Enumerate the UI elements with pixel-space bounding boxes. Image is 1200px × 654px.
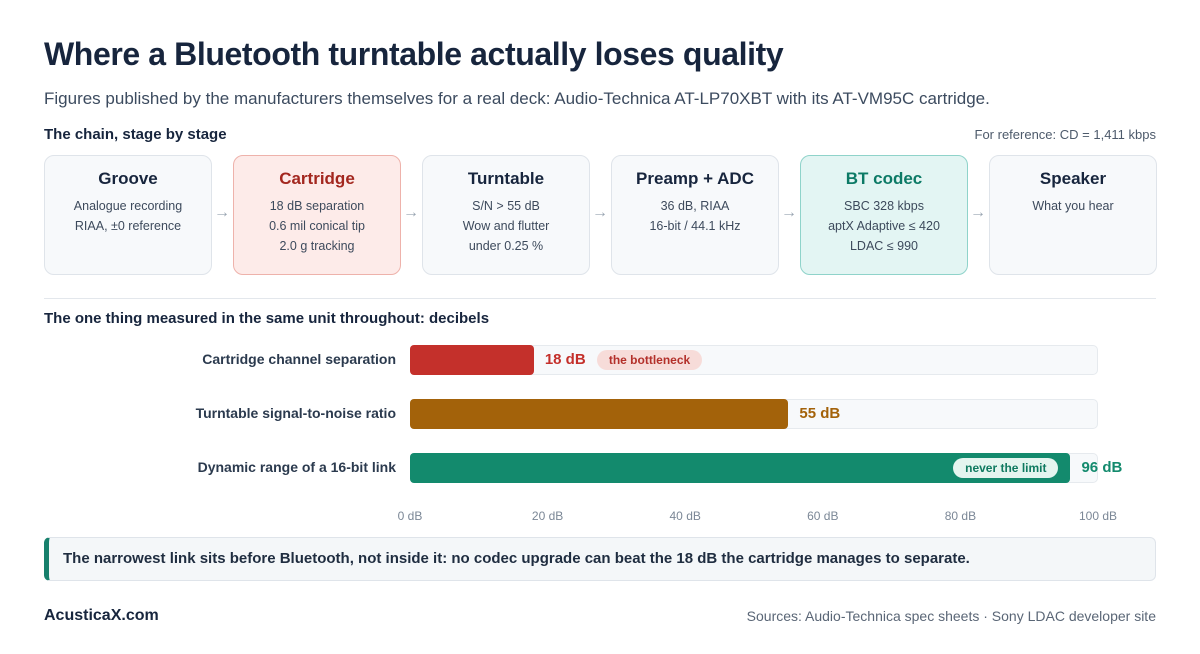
annotation-badge: the bottleneck xyxy=(596,350,703,370)
stage-detail-line: 2.0 g tracking xyxy=(279,239,355,253)
stage-details: S/N > 55 dB Wow and flutter under 0.25 % xyxy=(423,196,589,256)
x-tick-label: 20 dB xyxy=(531,509,564,523)
x-tick-label: 60 dB xyxy=(807,509,839,523)
bar xyxy=(410,399,789,429)
stage-detail-line: 18 dB separation xyxy=(269,199,365,213)
section-divider xyxy=(44,298,1156,299)
stage-name: Groove xyxy=(98,169,158,188)
stage-name: Turntable xyxy=(467,169,545,188)
stage-cartridge: Cartridge 18 dB separation 0.6 mil conical… xyxy=(233,155,401,275)
flow-arrow-icon: → xyxy=(592,204,608,221)
stage-detail-line: aptX Adaptive ≤ 420 xyxy=(828,219,940,233)
x-tick-label: 40 dB xyxy=(669,509,701,523)
stage-name: BT codec xyxy=(845,169,923,188)
chain-heading: The chain, stage by stage xyxy=(44,126,227,143)
x-tick-label: 0 dB xyxy=(397,509,423,523)
x-tick-label: 100 dB xyxy=(1078,509,1118,523)
stage-preamp-adc: Preamp + ADC 36 dB, RIAA 16-bit / 44.1 kHz xyxy=(611,155,779,275)
value-label: 18 dB xyxy=(544,351,586,368)
stage-bt-codec: BT codec SBC 328 kbps aptX Adaptive ≤ 420 L… xyxy=(800,155,968,275)
stage-detail-line: LDAC ≤ 990 xyxy=(849,239,918,253)
stage-detail-line: 0.6 mil conical tip xyxy=(269,219,365,233)
category-label: Cartridge channel separation xyxy=(202,351,396,367)
stage-groove: Groove Analogue recording RIAA, ±0 referen… xyxy=(44,155,212,275)
annotation-badge: never the limit xyxy=(953,458,1059,478)
value-label: 55 dB xyxy=(799,405,841,422)
flow-arrow-icon: → xyxy=(214,204,230,221)
stage-name: Cartridge xyxy=(279,169,355,188)
stage-detail-line: 36 dB, RIAA xyxy=(660,199,730,213)
stage-turntable: Turntable S/N > 55 dB Wow and flutter under… xyxy=(422,155,590,275)
stage-name: Preamp + ADC xyxy=(636,169,754,188)
stage-detail-line: SBC 328 kbps xyxy=(844,199,924,213)
sources-note: Sources: Audio-Technica spec sheets · So… xyxy=(746,608,1156,624)
takeaway-callout: The narrowest link sits before Bluetooth… xyxy=(44,537,1156,581)
measure-heading: The one thing measured in the same unit … xyxy=(44,310,490,327)
bar xyxy=(410,345,534,375)
stage-details: 36 dB, RIAA 16-bit / 44.1 kHz xyxy=(612,196,778,236)
value-label: 96 dB xyxy=(1081,459,1123,476)
stage-speaker: Speaker What you hear xyxy=(989,155,1157,275)
category-label: Dynamic range of a 16-bit link xyxy=(197,459,396,475)
stage-details: What you hear xyxy=(990,196,1156,216)
stage-details: 18 dB separation 0.6 mil conical tip 2.0 g… xyxy=(234,196,400,256)
brand-logo-text[interactable]: AcusticaX.com xyxy=(44,607,159,624)
page-subtitle: Figures published by the manufacturers t… xyxy=(44,89,990,108)
stage-details: Analogue recording RIAA, ±0 reference xyxy=(45,196,211,236)
stage-detail-line: under 0.25 % xyxy=(468,239,544,253)
stage-detail-line: What you hear xyxy=(1032,199,1114,213)
cd-reference-note: For reference: CD = 1,411 kbps xyxy=(974,127,1157,142)
stage-name: Speaker xyxy=(1039,169,1107,188)
flow-arrow-icon: → xyxy=(403,204,419,221)
callout-text: The narrowest link sits before Bluetooth… xyxy=(63,550,970,567)
flow-arrow-icon: → xyxy=(781,204,797,221)
stage-details: SBC 328 kbps aptX Adaptive ≤ 420 LDAC ≤ 99… xyxy=(801,196,967,256)
stage-detail-line: S/N > 55 dB xyxy=(472,199,540,213)
page-title: Where a Bluetooth turntable actually los… xyxy=(44,36,784,72)
category-label: Turntable signal-to-noise ratio xyxy=(195,405,396,421)
stage-detail-line: RIAA, ±0 reference xyxy=(74,219,182,233)
flow-arrow-icon: → xyxy=(970,204,986,221)
stage-detail-line: Analogue recording xyxy=(73,199,183,213)
stage-detail-line: Wow and flutter xyxy=(462,219,550,233)
x-tick-label: 80 dB xyxy=(944,509,977,523)
stage-detail-line: 16-bit / 44.1 kHz xyxy=(649,219,741,233)
